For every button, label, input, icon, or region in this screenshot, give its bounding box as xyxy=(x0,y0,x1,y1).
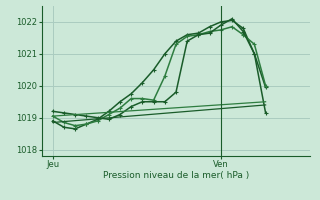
X-axis label: Pression niveau de la mer( hPa ): Pression niveau de la mer( hPa ) xyxy=(103,171,249,180)
